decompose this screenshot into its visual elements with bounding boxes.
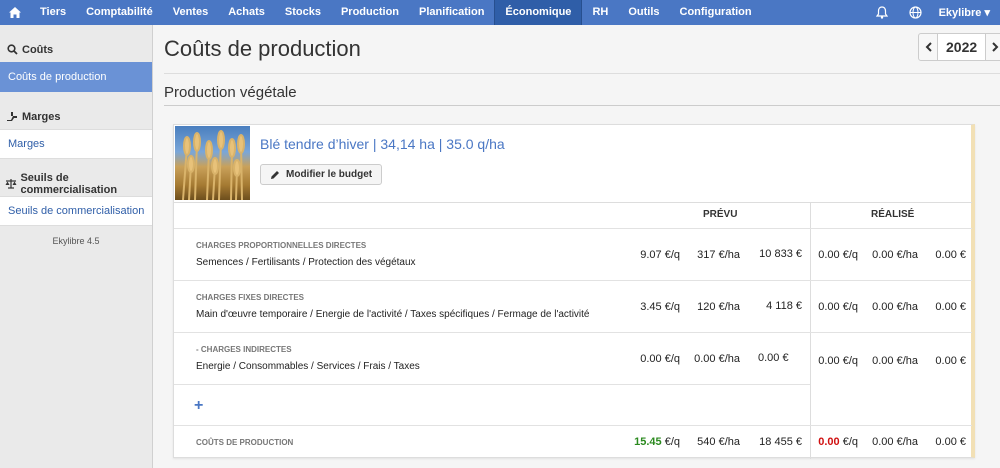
prevu-total: 10 833 € [759, 248, 802, 260]
caret-down-icon: ▾ [984, 7, 990, 19]
realise-per-hectare: 0.00 €/ha [872, 301, 918, 313]
total-prevu-per-quintal: 15.45 €/q [614, 436, 680, 448]
row-divider [174, 384, 810, 385]
nav-outils[interactable]: Outils [628, 6, 660, 18]
sidebar-item-marges[interactable]: Marges [0, 129, 152, 159]
header-row-divider [174, 228, 972, 229]
bell-icon[interactable] [869, 0, 895, 25]
sidebar: Coûts Coûts de production Marges Marges … [0, 25, 153, 468]
total-realise-per-quintal-unit: €/q [839, 436, 858, 448]
prevu-header: PRÉVU [703, 209, 738, 220]
app-version: Ekylibre 4.5 [52, 236, 100, 246]
pencil-icon [270, 170, 280, 180]
sidebar-item-seuils-de-commercialisation[interactable]: Seuils de commercialisation [0, 196, 152, 226]
tool-icon [5, 111, 19, 122]
prevu-per-hectare: 120 €/ha [697, 301, 740, 313]
card-header-divider [174, 202, 972, 203]
prevu-per-hectare: 0.00 €/ha [694, 353, 740, 365]
nav-economique[interactable]: Économique [494, 0, 583, 25]
total-prevu-per-quintal-value: 15.45 [634, 436, 662, 448]
prevu-total: 4 118 € [766, 300, 802, 312]
row-divider [174, 425, 972, 426]
sidebar-section-couts: Coûts [0, 37, 152, 62]
section-divider [164, 105, 1000, 106]
user-menu[interactable]: Ekylibre ▾ [933, 6, 1000, 19]
prevu-per-quintal: 0.00 €/q [640, 353, 680, 365]
realise-total: 0.00 € [935, 249, 966, 261]
column-divider [810, 202, 811, 459]
prevu-per-quintal: 9.07 €/q [640, 249, 680, 261]
realise-per-hectare: 0.00 €/ha [872, 249, 918, 261]
add-charge-button[interactable]: + [194, 397, 204, 414]
sidebar-item-couts-de-production[interactable]: Coûts de production [0, 62, 152, 92]
total-prevu-per-hectare: 540 €/ha [697, 436, 740, 448]
total-realise-per-quintal-value: 0.00 [818, 436, 840, 448]
sidebar-section-label: Seuils de commercialisation [20, 171, 118, 196]
crop-title-link[interactable]: Blé tendre d’hiver | 34,14 ha | 35.0 q/h… [260, 136, 505, 152]
row-divider [174, 280, 972, 281]
previous-year-button[interactable] [919, 34, 937, 60]
nav-planification[interactable]: Planification [419, 6, 485, 18]
sidebar-section-label: Coûts [22, 43, 54, 56]
wheat-image [175, 126, 250, 200]
crop-cost-card: Blé tendre d’hiver | 34,14 ha | 35.0 q/h… [173, 124, 975, 459]
realise-header: RÉALISÉ [871, 209, 915, 220]
nav-configuration[interactable]: Configuration [679, 6, 752, 18]
realise-per-quintal: 0.00 €/q [818, 249, 858, 261]
nav-tiers[interactable]: Tiers [40, 6, 67, 18]
main-content: Coûts de production 2022 Production végé… [153, 25, 1000, 468]
realise-total: 0.00 € [935, 355, 966, 367]
nav-achats[interactable]: Achats [228, 6, 265, 18]
year-selector: 2022 [918, 33, 1000, 61]
user-name: Ekylibre [938, 7, 982, 19]
total-prevu-total: 18 455 € [759, 436, 802, 448]
total-realise-per-hectare: 0.00 €/ha [872, 436, 918, 448]
realise-per-hectare: 0.00 €/ha [872, 355, 918, 367]
row-label: CHARGES PROPORTIONNELLES DIRECTES [196, 241, 367, 250]
realise-total: 0.00 € [935, 301, 966, 313]
nav-ventes[interactable]: Ventes [172, 6, 209, 18]
row-description: Energie / Consommables / Services / Frai… [196, 361, 420, 372]
row-divider [174, 332, 972, 333]
prevu-total: 0.00 € [758, 352, 789, 364]
row-label: CHARGES FIXES DIRECTES [196, 293, 305, 302]
total-label: COÛTS DE PRODUCTION [196, 438, 294, 447]
current-year: 2022 [937, 34, 987, 60]
next-year-button[interactable] [986, 34, 1000, 60]
page-title: Coûts de production [164, 36, 361, 61]
nav-stocks[interactable]: Stocks [284, 6, 321, 18]
title-divider [164, 73, 1000, 74]
row-description: Main d'œuvre temporaire / Energie de l'a… [196, 309, 590, 320]
total-prevu-per-quintal-unit: €/q [661, 436, 680, 448]
sidebar-section-seuils: Seuils de commercialisation [0, 171, 152, 196]
total-realise-total: 0.00 € [935, 436, 966, 448]
sidebar-section-marges: Marges [0, 104, 152, 129]
nav-rh[interactable]: RH [592, 6, 609, 18]
edit-budget-button[interactable]: Modifier le budget [260, 164, 383, 185]
realise-per-quintal: 0.00 €/q [818, 355, 858, 367]
prevu-per-hectare: 317 €/ha [697, 249, 740, 261]
edit-budget-label: Modifier le budget [286, 169, 373, 180]
row-description: Semences / Fertilisants / Protection des… [196, 257, 416, 268]
balance-icon [5, 178, 17, 189]
sidebar-section-label: Marges [22, 110, 61, 123]
section-title: Production végétale [164, 84, 297, 101]
home-icon[interactable] [0, 0, 30, 25]
nav-production[interactable]: Production [340, 6, 400, 18]
globe-icon[interactable] [903, 0, 929, 25]
row-label: - CHARGES INDIRECTES [196, 345, 292, 354]
nav-comptabilite[interactable]: Comptabilité [86, 6, 153, 18]
realise-per-quintal: 0.00 €/q [818, 301, 858, 313]
top-navbar: Tiers Comptabilité Ventes Achats Stocks … [0, 0, 1000, 25]
search-icon [5, 44, 19, 55]
prevu-per-quintal: 3.45 €/q [640, 301, 680, 313]
total-realise-per-quintal: 0.00 €/q [814, 436, 858, 448]
